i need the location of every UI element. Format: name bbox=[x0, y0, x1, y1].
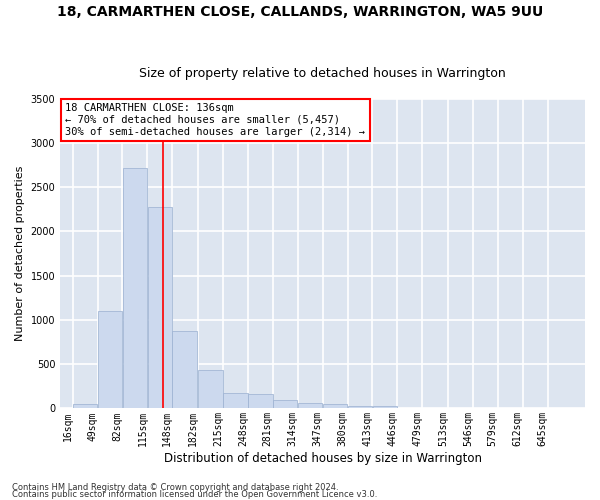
Bar bbox=[122, 168, 147, 408]
Text: 18 CARMARTHEN CLOSE: 136sqm
← 70% of detached houses are smaller (5,457)
30% of : 18 CARMARTHEN CLOSE: 136sqm ← 70% of det… bbox=[65, 104, 365, 136]
Bar bbox=[298, 403, 322, 408]
Bar bbox=[198, 370, 223, 408]
Bar bbox=[323, 404, 347, 408]
Title: Size of property relative to detached houses in Warrington: Size of property relative to detached ho… bbox=[139, 66, 506, 80]
X-axis label: Distribution of detached houses by size in Warrington: Distribution of detached houses by size … bbox=[164, 452, 482, 465]
Bar bbox=[98, 311, 122, 408]
Bar bbox=[148, 206, 172, 408]
Bar bbox=[273, 400, 298, 408]
Text: 18, CARMARTHEN CLOSE, CALLANDS, WARRINGTON, WA5 9UU: 18, CARMARTHEN CLOSE, CALLANDS, WARRINGT… bbox=[57, 5, 543, 19]
Bar bbox=[73, 404, 97, 408]
Text: Contains public sector information licensed under the Open Government Licence v3: Contains public sector information licen… bbox=[12, 490, 377, 499]
Bar bbox=[172, 332, 197, 408]
Y-axis label: Number of detached properties: Number of detached properties bbox=[15, 166, 25, 342]
Bar bbox=[347, 406, 372, 408]
Text: Contains HM Land Registry data © Crown copyright and database right 2024.: Contains HM Land Registry data © Crown c… bbox=[12, 484, 338, 492]
Bar bbox=[373, 406, 397, 408]
Bar bbox=[248, 394, 272, 408]
Bar bbox=[223, 394, 248, 408]
